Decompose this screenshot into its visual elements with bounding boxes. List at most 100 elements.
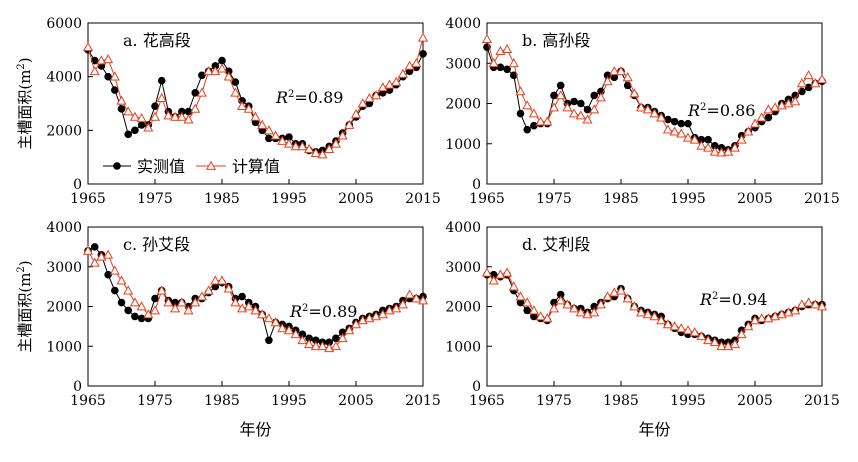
observed-point [298,330,307,339]
x-tick-label: 1965 [469,393,505,409]
observed-point [570,97,578,106]
observed-point [111,286,119,295]
observed-point [224,67,233,76]
computed-point [696,331,707,341]
x-tick-label: 1985 [204,393,240,409]
computed-point [756,112,767,122]
panel-title: c. 孙艾段 [123,235,190,254]
computed-point [304,143,315,153]
computed-point [243,301,254,311]
computed-point [562,299,573,309]
computed-point [642,104,653,114]
computed-point [609,66,620,76]
computed-point [595,92,606,102]
observed-point [670,117,679,126]
observed-point [677,119,686,128]
observed-point [523,306,531,315]
computed-point [337,130,348,140]
computed-point [263,125,274,135]
x-tick-label: 2015 [804,191,840,207]
computed-point [257,119,268,129]
observed-point [523,125,531,134]
observed-point [550,298,558,307]
y-tick-label: 2000 [445,97,481,113]
computed-point [528,305,539,315]
computed-point [136,113,147,123]
computed-point [662,124,673,134]
computed-point [143,122,154,132]
y-tick-label: 2000 [46,123,82,139]
computed-point [103,53,114,64]
computed-point [736,329,747,339]
observed-point [325,338,334,347]
observed-point [305,334,313,343]
computed-point [542,313,553,323]
x-tick-label: 1995 [271,393,307,409]
computed-point [136,301,147,311]
y-tick-label: 0 [73,177,82,193]
computed-point [317,341,328,351]
computed-point [324,143,335,153]
computed-point [642,309,653,319]
computed-point [149,111,161,121]
x-tick-label: 1965 [70,393,106,409]
x-tick-label: 1975 [536,191,572,207]
computed-point [203,66,214,76]
computed-point [223,283,234,293]
computed-point [749,118,761,128]
computed-point [528,108,539,118]
computed-point [729,339,740,349]
observed-point [804,83,813,92]
computed-point [569,303,580,313]
computed-point [109,71,120,81]
observed-point [151,102,159,110]
computed-point [662,319,673,329]
computed-point [391,76,402,86]
computed-point [411,293,422,303]
computed-series-line [87,250,424,349]
computed-point [103,249,114,259]
observed-point [684,119,692,128]
observed-point [198,71,206,80]
y-tick-label: 0 [73,379,82,395]
observed-point [516,298,525,307]
computed-point [595,299,606,309]
x-tick-label: 2005 [338,393,374,409]
y-tick-label: 0 [472,177,481,193]
computed-point [243,103,254,113]
observed-point [131,312,139,321]
observed-point [265,336,273,345]
computed-point [522,297,533,307]
computed-point [589,307,600,317]
computed-point [223,71,234,81]
computed-point [515,291,526,301]
computed-point [263,313,274,323]
computed-point [283,325,295,335]
observed-point [211,282,220,291]
computed-point [709,337,720,347]
computed-point [790,305,801,315]
r2-label: R2=0.94 [699,290,767,309]
computed-point [548,303,560,313]
computed-point [357,98,368,108]
computed-point [548,102,560,112]
computed-point [589,104,600,114]
observed-point [104,72,112,81]
computed-point [384,79,395,89]
y-tick-label: 1000 [445,137,481,153]
observed-series-line [487,274,822,343]
computed-point [736,134,747,144]
computed-point [89,257,100,267]
computed-point [622,293,633,303]
x-tick-label: 1985 [603,191,639,207]
x-tick-label: 1995 [670,393,706,409]
computed-point [636,307,647,317]
computed-point [290,329,301,339]
computed-point [277,323,288,333]
observed-point [697,135,706,144]
computed-point [190,103,201,113]
observed-point [704,135,712,144]
computed-point [629,88,640,98]
computed-point [676,128,687,138]
